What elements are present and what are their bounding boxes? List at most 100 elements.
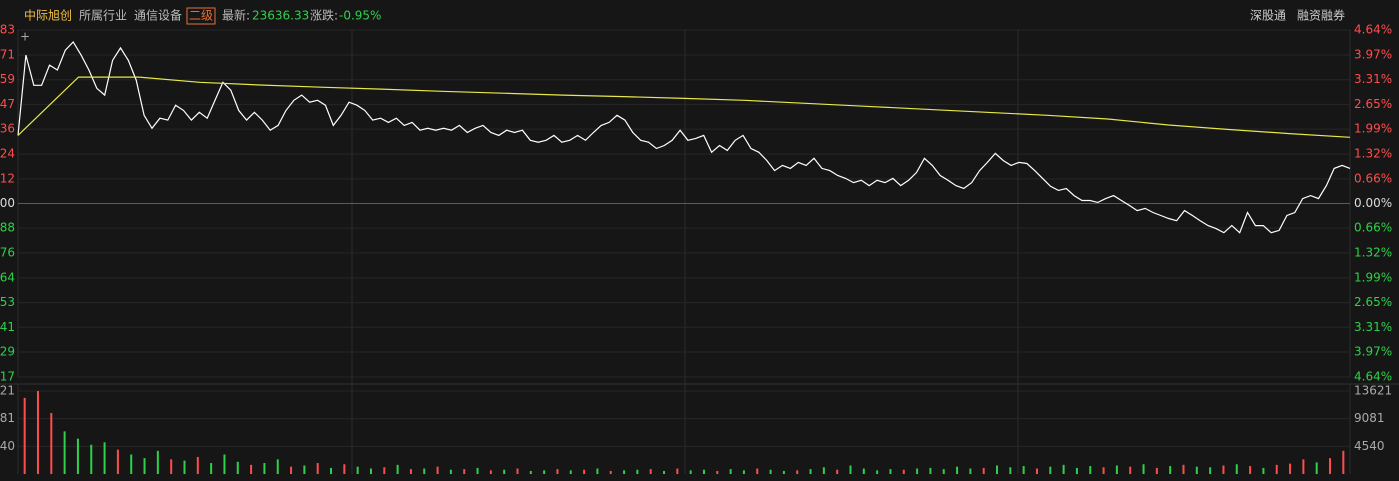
volume-bar (290, 466, 293, 474)
level-box (186, 7, 216, 25)
volume-bar (276, 459, 279, 474)
crosshair-icon: + (20, 30, 30, 44)
volume-bar (742, 470, 745, 474)
level: 二级 (189, 9, 213, 23)
y-tick-label: 3.97% (1354, 48, 1392, 62)
change: -0.95% (339, 9, 381, 23)
stock-name: 中际旭创 (24, 8, 72, 23)
volume-bar (916, 468, 919, 474)
volume-left-label: 540 (0, 439, 15, 453)
y-tick-label: 2.65% (1354, 97, 1392, 111)
volume-bar (1102, 467, 1105, 474)
latest-label: 最新: (222, 8, 250, 23)
volume-bar (529, 470, 532, 474)
change-label: 涨跌: (310, 8, 338, 23)
volume-bar (223, 454, 226, 474)
y-tick-label: 4.64% (1354, 23, 1392, 37)
volume-bar (556, 469, 559, 474)
volume-bar (130, 454, 133, 474)
volume-bar (1075, 467, 1078, 474)
volume-bar (729, 469, 732, 474)
volume-bar (503, 469, 506, 474)
volume-bar (210, 463, 213, 474)
volume-bar (76, 438, 79, 474)
volume-bar (463, 469, 466, 474)
volume-bar (330, 467, 333, 474)
price-line (17, 41, 1351, 234)
left-tick-label: .41 (0, 320, 15, 334)
volume-bar (716, 470, 719, 474)
volume-bar (36, 391, 39, 474)
volume-bar (836, 469, 839, 474)
volume-bar (356, 466, 359, 474)
volume-bar (543, 470, 546, 474)
volume-bar (1089, 466, 1092, 474)
volume-bar (702, 469, 705, 474)
volume-bar (663, 470, 666, 474)
volume-bar (996, 465, 999, 474)
volume-bar (889, 469, 892, 474)
volume-bar (583, 469, 586, 474)
left-tick-label: .24 (0, 147, 15, 161)
y-tick-label: 0.66% (1354, 221, 1392, 235)
volume-bar (1222, 465, 1225, 474)
volume-bar (409, 469, 412, 474)
volume-bar (250, 464, 253, 474)
volume-tick-label: 9081 (1354, 411, 1385, 425)
volume-bar (1049, 466, 1052, 474)
volume-bar (1169, 466, 1172, 474)
y-tick-label: 1.99% (1354, 122, 1392, 136)
left-tick-label: .71 (0, 48, 15, 62)
volume-bar (1329, 458, 1332, 474)
volume-bar (196, 456, 199, 474)
volume-bar (63, 431, 66, 474)
y-tick-label: 0.66% (1354, 171, 1392, 185)
volume-bar (50, 413, 53, 474)
volume-bar (369, 468, 372, 474)
volume-bar (809, 469, 812, 474)
y-tick-label: 1.32% (1354, 245, 1392, 259)
left-tick-label: .00 (0, 196, 15, 210)
volume-bar (636, 469, 639, 474)
volume-bar (1035, 468, 1038, 474)
volume-bar (1209, 467, 1212, 474)
volume-bar (902, 469, 905, 474)
volume-bar (1275, 464, 1278, 474)
left-tick-label: .36 (0, 122, 15, 136)
y-tick-label: 1.99% (1354, 270, 1392, 284)
volume-bar (316, 463, 319, 474)
volume-tick-label: 13621 (1354, 384, 1392, 398)
volume-bar (343, 464, 346, 474)
volume-bar (1195, 466, 1198, 474)
volume-bar (303, 465, 306, 474)
volume-bar (236, 461, 239, 474)
left-tick-label: .88 (0, 221, 15, 235)
link[interactable]: 融资融券 (1297, 8, 1345, 23)
volume-bar (23, 397, 26, 474)
volume-bar (183, 460, 186, 474)
volume-bar (1009, 467, 1012, 474)
volume-bar (956, 466, 959, 474)
left-tick-label: .64 (0, 270, 15, 284)
industry[interactable]: 通信设备 (134, 9, 182, 23)
volume-bar (1022, 466, 1025, 474)
volume-bar (756, 468, 759, 474)
volume-bar (796, 470, 799, 474)
volume-bar (1262, 467, 1265, 474)
volume-bar (1115, 465, 1118, 474)
volume-bar (396, 464, 399, 474)
volume-bar (929, 467, 932, 474)
y-tick-label: 3.31% (1354, 72, 1392, 86)
volume-bar (156, 450, 159, 474)
link[interactable]: 深股通 (1250, 9, 1286, 23)
volume-bar (876, 470, 879, 474)
volume-bar (782, 470, 785, 474)
volume-bar (1235, 464, 1238, 474)
volume-bar (423, 468, 426, 474)
volume-bar (609, 470, 612, 474)
volume-bar (769, 469, 772, 474)
volume-bar (1155, 467, 1158, 474)
industry-label: 所属行业 (79, 9, 127, 23)
